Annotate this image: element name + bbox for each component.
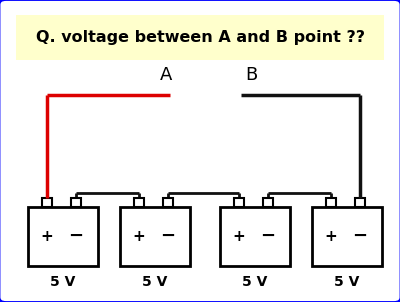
Text: −: −: [260, 227, 275, 245]
Text: A: A: [160, 66, 172, 85]
Text: −: −: [352, 227, 367, 245]
Bar: [263, 198, 273, 207]
Bar: [312, 207, 382, 266]
Bar: [28, 207, 98, 266]
Text: Q. voltage between A and B point ??: Q. voltage between A and B point ??: [36, 30, 364, 45]
FancyBboxPatch shape: [16, 15, 384, 60]
Text: +: +: [40, 229, 53, 244]
Bar: [326, 198, 336, 207]
Bar: [234, 198, 244, 207]
Text: −: −: [160, 227, 175, 245]
Text: 5 V: 5 V: [334, 275, 360, 289]
Bar: [220, 207, 290, 266]
Text: 5 V: 5 V: [142, 275, 168, 289]
Bar: [355, 198, 365, 207]
Text: +: +: [324, 229, 337, 244]
Text: +: +: [132, 229, 145, 244]
Text: +: +: [232, 229, 245, 244]
Bar: [120, 207, 190, 266]
Bar: [134, 198, 144, 207]
Text: 5 V: 5 V: [242, 275, 268, 289]
Text: 5 V: 5 V: [50, 275, 76, 289]
Bar: [42, 198, 52, 207]
Text: B: B: [245, 66, 257, 85]
Bar: [70, 198, 80, 207]
Bar: [162, 198, 173, 207]
Text: −: −: [68, 227, 83, 245]
